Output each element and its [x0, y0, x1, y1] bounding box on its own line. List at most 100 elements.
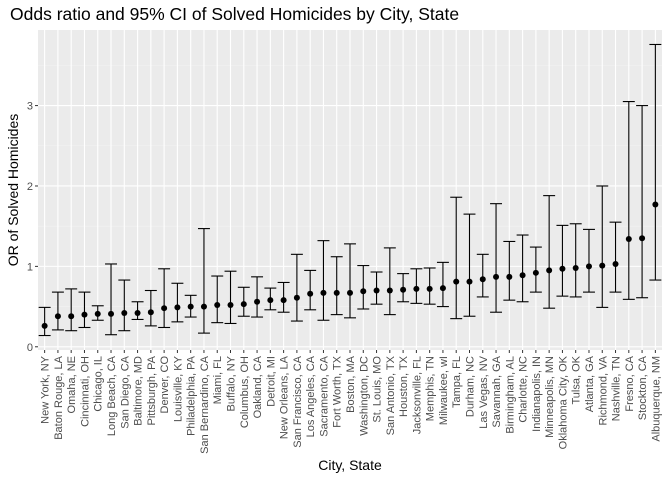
error-bar [490, 203, 503, 313]
x-tick-label: Denver, CO [159, 356, 171, 414]
estimate-point [320, 289, 327, 296]
error-bar [543, 195, 556, 309]
estimate-point [426, 285, 433, 292]
x-tick-label: Minneapolis, MN [544, 356, 556, 438]
chart-title: Odds ratio and 95% CI of Solved Homicide… [10, 4, 459, 24]
error-bar [158, 268, 171, 329]
x-tick-label: Milwaukee, wI [438, 356, 450, 425]
estimate-point [386, 287, 393, 294]
estimate-point [532, 269, 539, 276]
error-bar [344, 243, 356, 319]
error-bar [583, 228, 595, 293]
x-tick-label: Fort Worth, TX [332, 355, 344, 427]
x-tick-label: Baltimore, MD [133, 356, 145, 426]
confidence-interval-bars [38, 43, 662, 337]
estimate-point [453, 278, 460, 285]
estimate-point [347, 289, 353, 296]
x-tick-label: Savannah, GA [491, 355, 503, 427]
estimate-point [240, 301, 247, 308]
error-bar [596, 185, 609, 308]
x-tick-label: San Francisco, CA [292, 355, 304, 447]
x-tick-label: San Bernardino, CA [199, 355, 211, 453]
x-tick-label: Oklahoma City, OK [557, 355, 569, 449]
x-tick-label: Indianapolis, IN [531, 356, 543, 432]
error-bar [529, 246, 542, 293]
x-tick-label: Las Vegas, NV [478, 355, 490, 428]
estimate-point [41, 322, 48, 329]
error-bar [569, 223, 582, 298]
x-tick-label: Jacksonville, FL [411, 356, 423, 434]
x-tick-label: Houston, TX [398, 355, 410, 417]
estimate-point [227, 301, 234, 308]
x-tick-label: Washington, DC [358, 356, 370, 436]
error-bar [78, 291, 91, 329]
estimate-point [174, 304, 181, 311]
error-bar [105, 263, 117, 336]
x-tick-label: Buffalo, NY [226, 355, 238, 411]
error-bar [503, 240, 516, 301]
estimate-point [493, 273, 500, 280]
error-bar [38, 306, 51, 337]
x-tick-label: Chicago, IL [93, 356, 105, 412]
x-tick-label: Stockton, CA [637, 355, 649, 420]
x-tick-label: Miami, FL [212, 356, 224, 404]
x-tick-label: Fresno, CA [624, 355, 636, 411]
estimate-point [121, 310, 128, 317]
x-tick-label: New Orleans, LA [279, 355, 291, 439]
error-bar [450, 196, 463, 320]
x-axis-title: City, State [318, 457, 382, 473]
estimate-point [81, 311, 88, 318]
estimate-point [559, 265, 566, 272]
x-tick-label: Birmingham, AL [504, 356, 516, 434]
error-bar [436, 261, 449, 308]
estimate-points [41, 201, 659, 329]
x-tick-label: Boston, MA [345, 355, 357, 413]
estimate-point [333, 289, 340, 296]
error-bar [144, 289, 157, 327]
x-tick-label: Philadelphia, PA [186, 355, 198, 436]
x-tick-label: Long Beach, CA [106, 355, 118, 436]
y-tick-label: 3 [27, 101, 33, 113]
estimate-point [187, 303, 194, 310]
error-bar [622, 101, 635, 300]
estimate-point [585, 263, 592, 270]
y-tick-label: 2 [27, 181, 33, 193]
estimate-point [400, 286, 407, 293]
estimate-point [413, 285, 420, 292]
error-bar [251, 276, 264, 318]
error-bar [197, 228, 210, 334]
estimate-point [506, 273, 513, 280]
x-tick-label: Albuquerque, NM [650, 356, 662, 442]
estimate-point [466, 278, 473, 285]
error-bar [65, 288, 78, 332]
y-tick-label: 1 [27, 261, 33, 273]
x-tick-label: San Antonio, TX [385, 355, 397, 435]
y-axis: 0 1 2 3 [27, 101, 38, 354]
error-bar [649, 43, 662, 281]
error-bar [636, 105, 649, 299]
y-axis-title: OR of Solved Homicides [5, 114, 21, 267]
x-tick-label: Pittsburgh, PA [146, 355, 158, 425]
estimate-point [360, 288, 367, 295]
x-tick-label: Columbus, OH [239, 356, 251, 428]
estimate-point [108, 310, 115, 317]
error-bar [516, 234, 529, 303]
x-tick-label: Atlanta, GA [584, 355, 596, 412]
x-tick-label: Charlotte, NC [518, 356, 530, 423]
estimate-point [652, 201, 659, 208]
x-tick-label: Tampa, FL [451, 356, 463, 408]
error-bar [357, 265, 370, 310]
estimate-point [479, 276, 486, 283]
estimate-point [161, 305, 168, 312]
x-axis: New York, NY Baton Rouge, LA Omaha, NE Cinc… [40, 350, 662, 454]
error-bar [317, 240, 330, 321]
estimate-point [54, 313, 61, 320]
error-bar [476, 253, 489, 298]
estimate-point [147, 309, 154, 316]
estimate-point [599, 262, 606, 269]
x-tick-label: Sacramento, CA [318, 355, 330, 436]
x-tick-label: Nashville, TN [611, 356, 623, 421]
error-bar [290, 253, 303, 322]
estimate-point [267, 297, 274, 304]
estimate-point [612, 260, 619, 267]
